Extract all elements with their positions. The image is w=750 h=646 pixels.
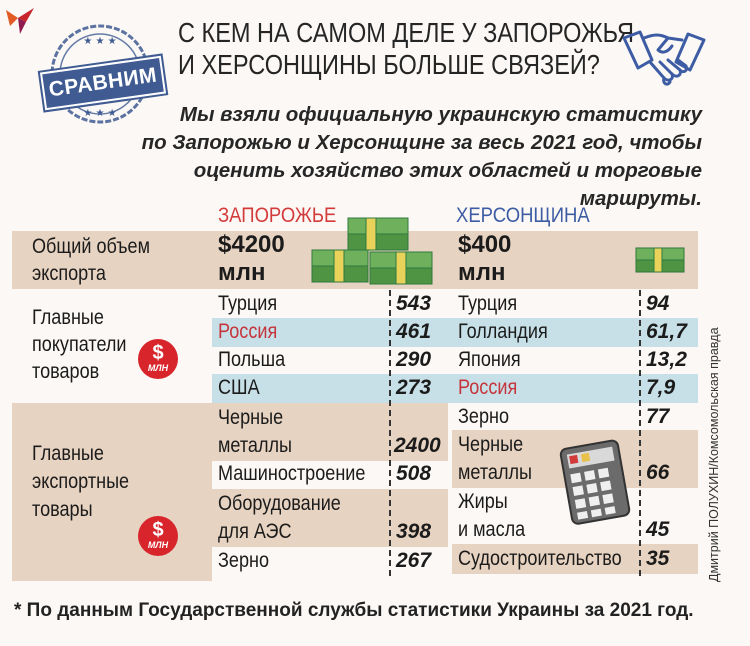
kher-good-line-1: Черные bbox=[458, 433, 524, 456]
zap-buyer-name: Польша bbox=[218, 348, 286, 371]
zap-dashed-separator bbox=[389, 290, 391, 576]
usd-million-badge: $ МЛН bbox=[138, 339, 178, 379]
kher-buyer-name: Турция bbox=[458, 292, 518, 315]
bird-logo-icon bbox=[6, 8, 34, 34]
calculator-icon bbox=[559, 439, 631, 525]
title-line-2: И ХЕРСОНЩИНЫ БОЛЬШЕ СВЯЗЕЙ? bbox=[178, 49, 600, 80]
badge-dollar-icon: $ bbox=[152, 519, 164, 541]
kher-buyer-value: 7,9 bbox=[646, 376, 676, 399]
source-footnote: * По данным Государственной службы стати… bbox=[14, 600, 694, 621]
kher-good-value: 77 bbox=[646, 405, 670, 428]
kher-buyer-name: Россия bbox=[458, 376, 518, 399]
author-credit: Дмитрий ПОЛУХИН/Комсомольская правда bbox=[707, 327, 721, 582]
svg-text:★ ★ ★: ★ ★ ★ bbox=[83, 108, 116, 119]
page-title: С КЕМ НА САМОМ ДЕЛЕ У ЗАПОРОЖЬЯ И ХЕРСОН… bbox=[178, 17, 635, 81]
kher-buyer-value: 94 bbox=[646, 292, 670, 315]
goods-kher-stripe-4 bbox=[452, 544, 698, 574]
zap-good-line-1: Черные bbox=[218, 406, 284, 429]
kher-export-unit: млн bbox=[458, 259, 506, 286]
kher-good-line-1: Жиры bbox=[458, 490, 508, 513]
zap-buyer-value: 273 bbox=[396, 376, 432, 399]
goods-zap-stripe-1 bbox=[212, 403, 448, 461]
kher-export-value: $400 bbox=[458, 231, 512, 258]
buyers-stripe-2 bbox=[212, 318, 698, 347]
kher-good-value: 66 bbox=[646, 461, 670, 484]
column-kherson: ХЕРСОНЩИНА bbox=[456, 204, 590, 227]
badge-dollar-icon: $ bbox=[152, 342, 164, 364]
zap-buyer-value: 290 bbox=[396, 348, 432, 371]
zap-export-value: $4200 bbox=[218, 231, 285, 258]
subtitle: Мы взяли официальную украинскую статисти… bbox=[102, 101, 702, 213]
zap-buyer-value: 461 bbox=[396, 320, 432, 343]
zap-buyer-name: США bbox=[218, 376, 260, 399]
buyers-label-line-1: Главные bbox=[32, 306, 104, 329]
subtitle-line-1: Мы взяли официальную украинскую статисти… bbox=[179, 103, 702, 126]
zap-good-line-1: Машиностроение bbox=[218, 462, 366, 485]
money-stack-small-icon bbox=[635, 247, 685, 273]
zap-buyer-value: 543 bbox=[396, 292, 432, 315]
kher-good-value: 45 bbox=[646, 518, 670, 541]
buyers-label-line-2: покупатели bbox=[32, 333, 127, 356]
export-label-line-1: Общий объем bbox=[32, 235, 150, 258]
kher-good-line-1: Зерно bbox=[458, 405, 510, 428]
buyers-label-line-3: товаров bbox=[32, 360, 100, 383]
kher-good-line-2: и масла bbox=[458, 518, 526, 541]
zap-buyer-name: Турция bbox=[218, 292, 278, 315]
subtitle-line-2: по Запорожью и Херсонщине за весь 2021 г… bbox=[141, 131, 702, 154]
goods-zap-stripe-3 bbox=[212, 489, 448, 547]
usd-million-badge: $ МЛН bbox=[138, 516, 178, 556]
zap-buyer-name: Россия bbox=[218, 320, 278, 343]
zap-good-value: 508 bbox=[396, 462, 432, 485]
goods-label-line-3: товары bbox=[32, 498, 93, 521]
kher-buyer-name: Япония bbox=[458, 348, 521, 371]
comparison-table: ЗАПОРОЖЬЕ ХЕРСОНЩИНА Общий объем экспорт… bbox=[12, 200, 698, 588]
kher-dashed-separator bbox=[639, 290, 641, 576]
badge-unit: МЛН bbox=[147, 540, 169, 550]
goods-label-line-2: экспортные bbox=[32, 470, 130, 493]
buyers-stripe-4 bbox=[212, 374, 698, 403]
kher-buyer-name: Голландия bbox=[458, 320, 548, 343]
kher-buyer-value: 13,2 bbox=[646, 348, 687, 371]
zap-export-unit: млн bbox=[218, 259, 266, 286]
zap-good-line-1: Зерно bbox=[218, 549, 270, 572]
zap-good-value: 398 bbox=[396, 520, 432, 543]
kher-good-value: 35 bbox=[646, 547, 670, 570]
kher-buyer-value: 61,7 bbox=[646, 320, 687, 343]
svg-text:★ ★ ★: ★ ★ ★ bbox=[83, 36, 116, 47]
goods-label-line-1: Главные bbox=[32, 442, 104, 465]
subtitle-line-3: оценить хозяйство этих областей и торгов… bbox=[193, 159, 702, 210]
export-label-line-2: экспорта bbox=[32, 262, 106, 285]
zap-good-line-1: Оборудование bbox=[218, 492, 341, 515]
zap-good-line-2: для АЭС bbox=[218, 520, 292, 543]
zap-good-line-2: металлы bbox=[218, 434, 293, 457]
zap-good-value: 267 bbox=[396, 549, 432, 572]
money-stack-large-icon bbox=[311, 217, 433, 285]
compare-stamp: ★ ★ ★ ★ ★ ★ СРАВНИМ bbox=[18, 18, 168, 128]
kher-good-line-1: Судостроительство bbox=[458, 547, 622, 570]
goods-label-bg bbox=[12, 403, 212, 581]
zap-good-value: 2400 bbox=[394, 434, 441, 457]
handshake-icon bbox=[622, 30, 706, 86]
column-zaporozhye: ЗАПОРОЖЬЕ bbox=[218, 204, 337, 227]
title-line-1: С КЕМ НА САМОМ ДЕЛЕ У ЗАПОРОЖЬЯ bbox=[178, 17, 635, 48]
kher-good-line-2: металлы bbox=[458, 461, 533, 484]
badge-unit: МЛН bbox=[147, 363, 169, 373]
